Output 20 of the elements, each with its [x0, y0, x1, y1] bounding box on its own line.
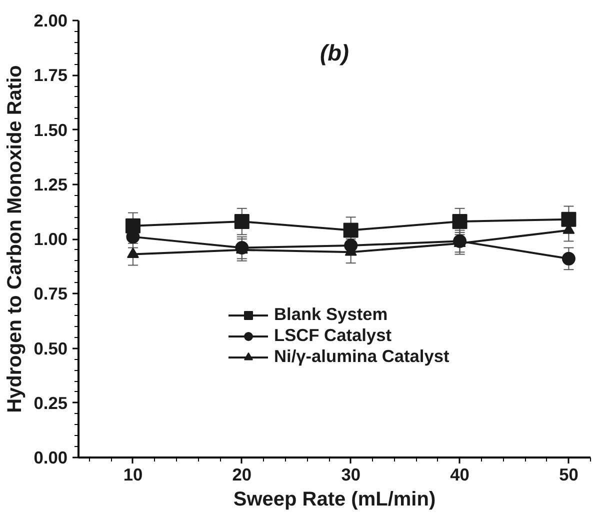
y-tick-label: 1.25	[34, 174, 68, 194]
y-tick-label: 0.25	[34, 392, 68, 413]
y-tick-label: 2.00	[34, 10, 68, 30]
y-tick-label: 1.75	[34, 65, 68, 86]
legend-label: LSCF Catalyst	[274, 325, 392, 346]
x-tick-label: 20	[232, 464, 252, 484]
x-tick-label: 10	[123, 464, 143, 484]
y-tick-label: 0.00	[34, 448, 68, 468]
text: (b)	[320, 40, 349, 66]
legend-label: Ni/γ-alumina Catalyst	[274, 346, 450, 367]
x-tick-label: 50	[559, 464, 578, 484]
x-tick-label: 40	[450, 464, 470, 484]
x-tick-label: 30	[341, 464, 360, 484]
y-tick-label: 0.75	[34, 284, 68, 304]
y-tick-label: 0.50	[34, 338, 68, 358]
y-tick-label: 1.00	[34, 229, 68, 249]
legend-label: Blank System	[274, 304, 388, 325]
y-tick-label: 1.50	[34, 120, 68, 140]
x-axis-title: Sweep Rate (mL/min)	[233, 488, 436, 510]
y-axis-title: Hydrogen to Carbon Monoxide Ratio	[4, 65, 26, 413]
